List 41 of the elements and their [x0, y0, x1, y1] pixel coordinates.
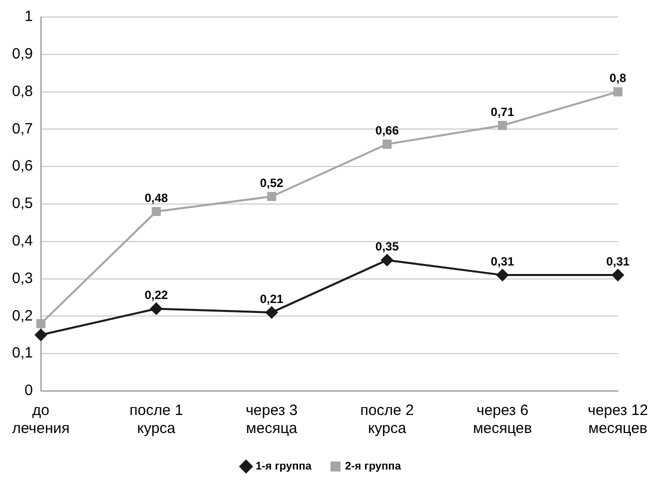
- data-label: 0,66: [375, 123, 400, 138]
- y-tick-label: 0,5: [12, 195, 33, 212]
- y-tick-label: 0,1: [12, 344, 33, 362]
- data-label: 0,71: [490, 104, 514, 119]
- data-label: 0,35: [375, 239, 400, 254]
- y-tick-label: 0,7: [12, 120, 33, 138]
- y-tick-label: 0,3: [12, 270, 33, 287]
- data-label: 0,52: [260, 176, 284, 190]
- data-label: 0,22: [144, 288, 168, 302]
- y-tick-label: 0,6: [12, 158, 33, 175]
- y-tick-label: 1: [24, 8, 33, 26]
- x-tick-label: до лечения: [12, 402, 70, 438]
- point: [498, 120, 508, 130]
- y-tick-label: 0,2: [12, 307, 33, 324]
- data-label: 0,31: [490, 254, 514, 268]
- point: [382, 140, 392, 149]
- x-tick-label: после 2 курса: [360, 402, 414, 438]
- point: [612, 269, 624, 282]
- point: [36, 319, 46, 328]
- legend-label: 1-я группа: [256, 460, 312, 473]
- data-label: 0,48: [144, 190, 168, 205]
- point: [267, 192, 276, 202]
- data-label: 0,31: [606, 254, 630, 268]
- x-tick-label: через 6 месяцев: [472, 402, 532, 438]
- legend-label: 2-я группа: [345, 460, 402, 473]
- x-tick-label: через 12 месяцев: [588, 402, 648, 438]
- y-tick-label: 0,9: [12, 46, 33, 63]
- y-tick-label: 0,8: [12, 82, 33, 100]
- point: [150, 302, 162, 315]
- point: [613, 87, 622, 96]
- x-tick-label: через 3 месяца: [246, 402, 298, 438]
- data-label: 0,8: [610, 71, 627, 86]
- point: [152, 206, 161, 216]
- y-tick-label: 0: [24, 382, 33, 400]
- point: [496, 269, 508, 282]
- point: [381, 254, 394, 266]
- y-tick-label: 0,4: [12, 232, 33, 250]
- point: [34, 328, 47, 341]
- data-label: 0,21: [260, 292, 284, 306]
- point: [266, 306, 278, 318]
- x-tick-label: после 1 курса: [129, 402, 184, 438]
